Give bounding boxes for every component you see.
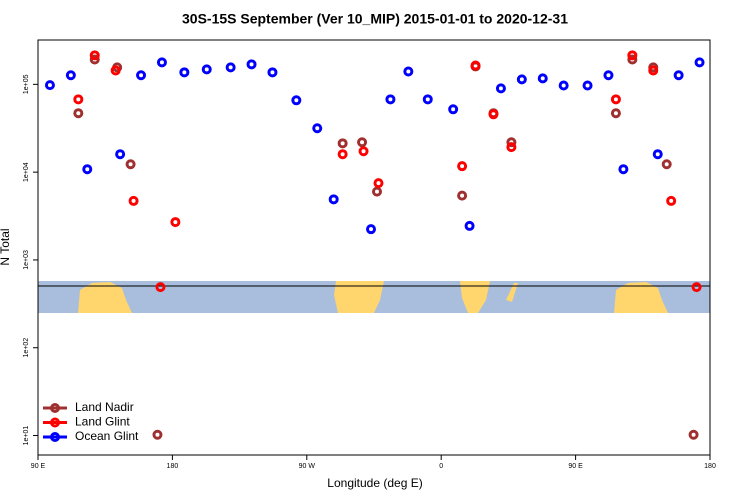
data-point — [694, 57, 705, 68]
data-point — [610, 108, 621, 119]
data-point — [422, 94, 433, 105]
x-tick-label: 90 E — [568, 463, 583, 470]
data-point — [495, 83, 506, 94]
data-point — [156, 57, 167, 68]
data-point — [312, 123, 323, 134]
land-shape — [614, 282, 668, 313]
legend-label: Land Nadir — [75, 400, 134, 414]
data-point — [457, 161, 468, 172]
data-point — [371, 186, 382, 197]
data-point — [448, 104, 459, 115]
data-point — [152, 429, 163, 440]
data-point — [170, 217, 181, 228]
data-point — [618, 164, 629, 175]
data-point — [506, 142, 517, 153]
x-tick-label: 90 E — [31, 463, 46, 470]
x-tick-label: 90 W — [299, 463, 316, 470]
x-tick-label: 0 — [439, 463, 443, 470]
data-point — [110, 65, 121, 76]
legend-item: Land Nadir — [43, 400, 134, 414]
legend-label: Land Glint — [75, 415, 130, 429]
data-point — [291, 95, 302, 106]
x-tick-label: 180 — [167, 463, 179, 470]
data-point — [82, 164, 93, 175]
data-point — [128, 195, 139, 206]
legend-swatch-point — [50, 403, 60, 413]
data-point — [65, 70, 76, 81]
data-point — [464, 220, 475, 231]
data-point — [366, 224, 377, 235]
data-point — [488, 109, 499, 120]
legend-item: Land Glint — [43, 415, 130, 429]
data-point — [691, 282, 702, 293]
land-shape — [78, 282, 132, 313]
data-point — [627, 54, 638, 65]
y-tick-label: 1e+02 — [23, 338, 30, 358]
x-axis-label: Longitude (deg E) — [327, 476, 422, 490]
data-point — [155, 282, 166, 293]
data-point — [73, 94, 84, 105]
legend-swatch-point — [50, 417, 60, 428]
land-shape — [334, 281, 384, 313]
data-point — [125, 159, 136, 170]
data-point — [179, 67, 190, 78]
data-point — [652, 149, 663, 160]
data-point — [603, 70, 614, 81]
legend-swatch-point — [50, 432, 60, 442]
data-point — [403, 66, 414, 77]
data-point — [506, 137, 517, 148]
data-point — [537, 73, 548, 84]
data-point — [673, 70, 684, 81]
data-point — [267, 67, 278, 78]
data-point — [666, 195, 677, 206]
legend-item: Ocean Glint — [43, 429, 139, 443]
data-point — [337, 149, 348, 160]
data-point — [688, 429, 699, 440]
data-point — [89, 50, 100, 61]
data-point — [328, 194, 339, 205]
data-point — [610, 94, 621, 105]
data-point — [89, 54, 100, 65]
data-point — [516, 74, 527, 85]
y-tick-label: 1e+04 — [23, 162, 30, 182]
data-point — [373, 178, 384, 189]
y-tick-label: 1e+05 — [23, 74, 30, 94]
data-point — [73, 108, 84, 119]
data-point — [44, 80, 55, 91]
data-point — [225, 62, 236, 73]
data-point — [246, 59, 257, 70]
data-point — [385, 94, 396, 105]
data-point — [648, 65, 659, 76]
chart-title: 30S-15S September (Ver 10_MIP) 2015-01-0… — [182, 11, 568, 27]
land-shape — [460, 281, 518, 313]
data-point — [337, 138, 348, 149]
data-point — [201, 64, 212, 75]
data-point — [457, 190, 468, 201]
y-tick-label: 1e+01 — [23, 426, 30, 446]
data-point — [661, 159, 672, 170]
data-point — [582, 80, 593, 91]
data-point — [627, 50, 638, 61]
data-point — [358, 146, 369, 157]
data-point — [558, 80, 569, 91]
x-tick-label: 180 — [704, 463, 716, 470]
plot-frame — [37, 39, 711, 456]
data-point — [357, 137, 368, 148]
legend-label: Ocean Glint — [75, 429, 139, 443]
map-band — [38, 281, 710, 313]
data-point — [115, 149, 126, 160]
y-axis-label: N Total — [0, 228, 12, 265]
y-tick-label: 1e+03 — [23, 250, 30, 270]
data-point — [136, 70, 147, 81]
data-point — [470, 60, 481, 71]
